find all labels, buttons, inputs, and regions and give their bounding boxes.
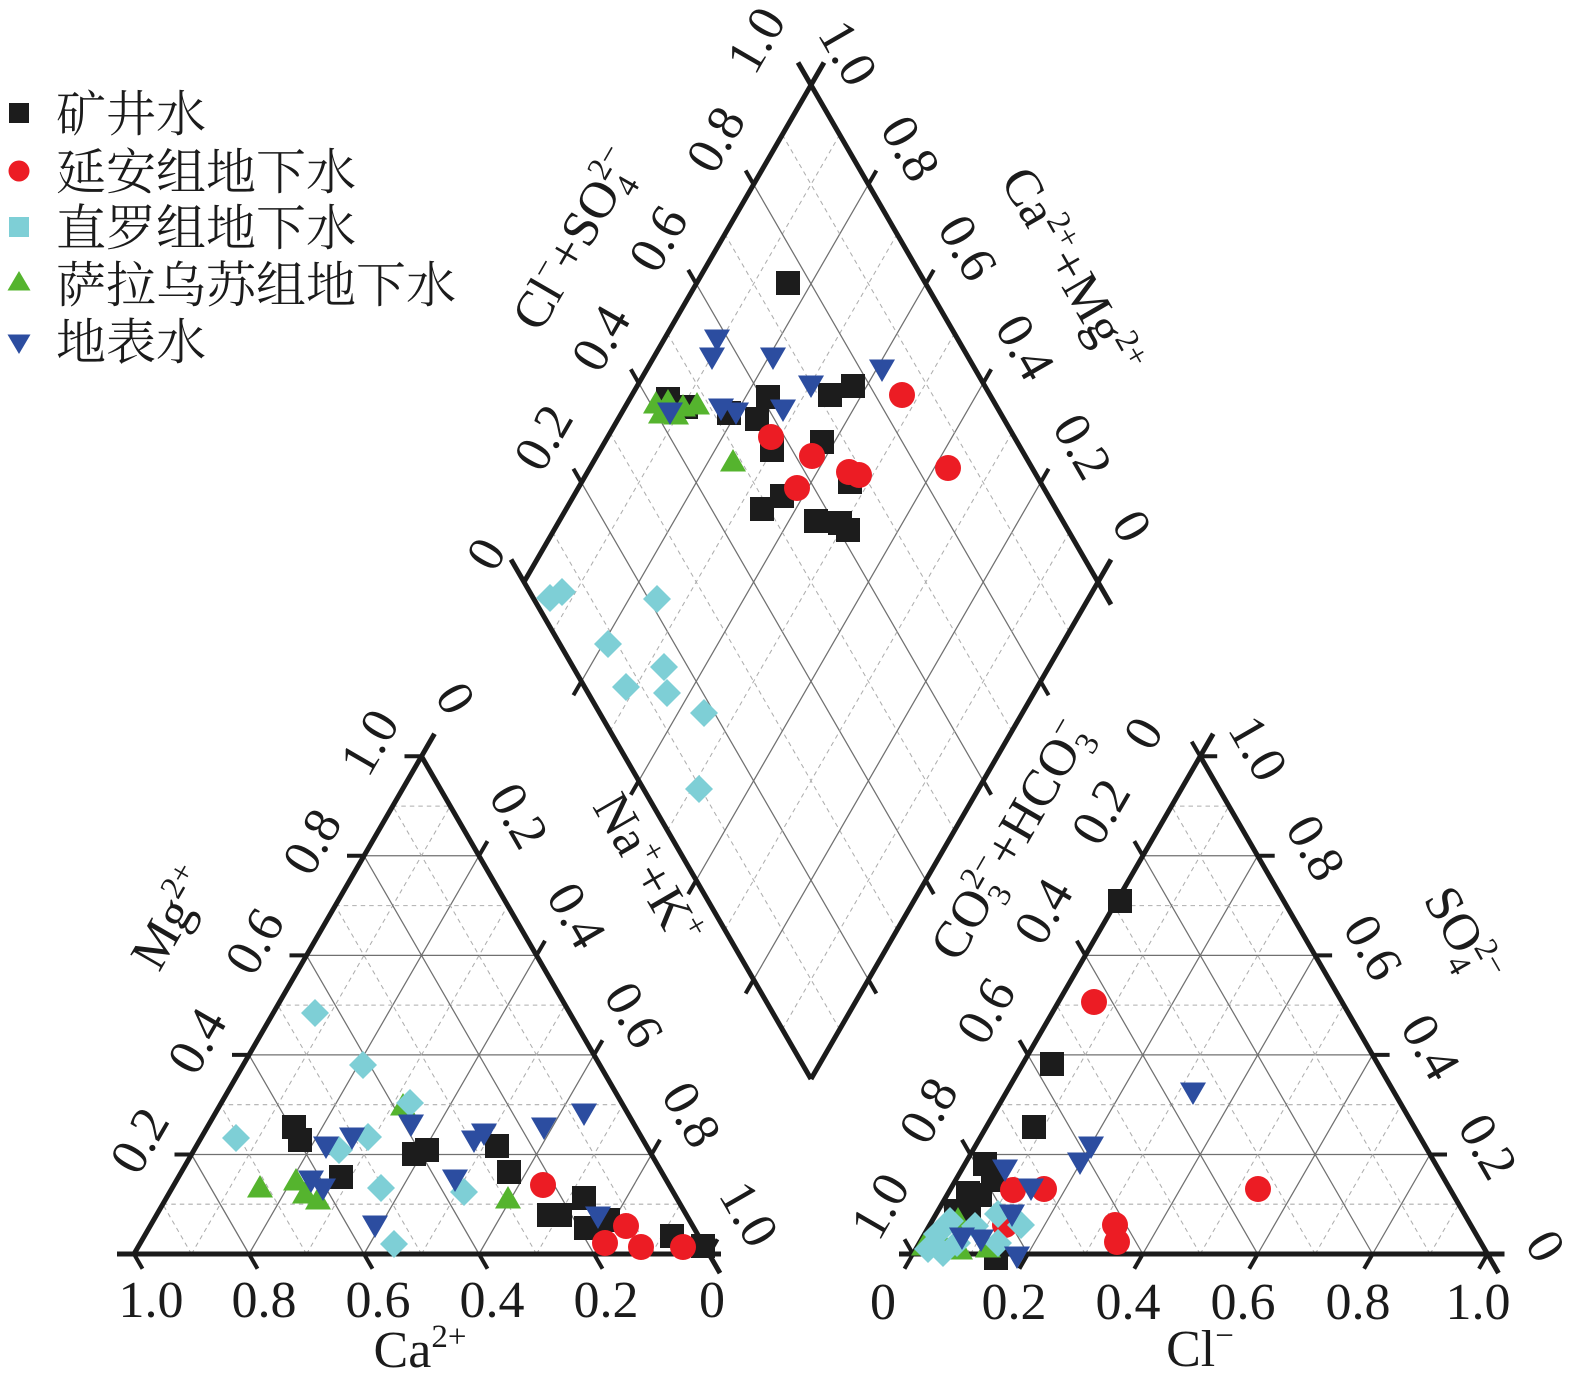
svg-text:0.4: 0.4 <box>460 1272 525 1329</box>
svg-text:1.0: 1.0 <box>1446 1274 1511 1331</box>
svg-text:0.2: 0.2 <box>574 1272 639 1329</box>
svg-text:0.8: 0.8 <box>232 1272 297 1329</box>
svg-text:0.8: 0.8 <box>1326 1274 1391 1331</box>
svg-text:1.0: 1.0 <box>119 1272 184 1329</box>
svg-text:0.6: 0.6 <box>1211 1274 1276 1331</box>
svg-text:Cl−: Cl− <box>1166 1318 1234 1378</box>
svg-text:Ca2+: Ca2+ <box>374 1319 467 1379</box>
svg-text:0: 0 <box>870 1274 896 1331</box>
svg-text:0.2: 0.2 <box>982 1274 1047 1331</box>
svg-text:0: 0 <box>699 1272 725 1329</box>
svg-text:0.6: 0.6 <box>346 1272 411 1329</box>
svg-text:0.4: 0.4 <box>1096 1274 1161 1331</box>
